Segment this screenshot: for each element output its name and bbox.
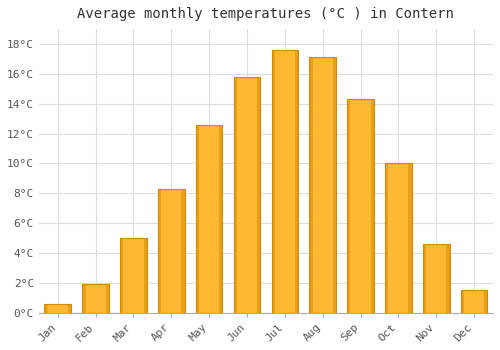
Bar: [333, 57, 336, 313]
Bar: [423, 244, 426, 313]
Bar: [310, 57, 336, 313]
Bar: [257, 77, 260, 313]
Bar: [348, 99, 350, 313]
Bar: [44, 304, 48, 313]
Bar: [234, 77, 237, 313]
Bar: [158, 189, 184, 313]
Bar: [385, 163, 388, 313]
Bar: [44, 304, 71, 313]
Bar: [196, 125, 199, 313]
Bar: [196, 125, 222, 313]
Bar: [295, 50, 298, 313]
Bar: [120, 238, 146, 313]
Bar: [68, 304, 71, 313]
Bar: [144, 238, 146, 313]
Bar: [182, 189, 184, 313]
Bar: [310, 57, 312, 313]
Bar: [158, 189, 161, 313]
Bar: [219, 125, 222, 313]
Title: Average monthly temperatures (°C ) in Contern: Average monthly temperatures (°C ) in Co…: [78, 7, 454, 21]
Bar: [272, 50, 298, 313]
Bar: [272, 50, 275, 313]
Bar: [461, 290, 487, 313]
Bar: [82, 284, 109, 313]
Bar: [348, 99, 374, 313]
Bar: [234, 77, 260, 313]
Bar: [82, 284, 86, 313]
Bar: [461, 290, 464, 313]
Bar: [446, 244, 450, 313]
Bar: [370, 99, 374, 313]
Bar: [408, 163, 412, 313]
Bar: [423, 244, 450, 313]
Bar: [120, 238, 124, 313]
Bar: [484, 290, 488, 313]
Bar: [106, 284, 109, 313]
Bar: [385, 163, 411, 313]
